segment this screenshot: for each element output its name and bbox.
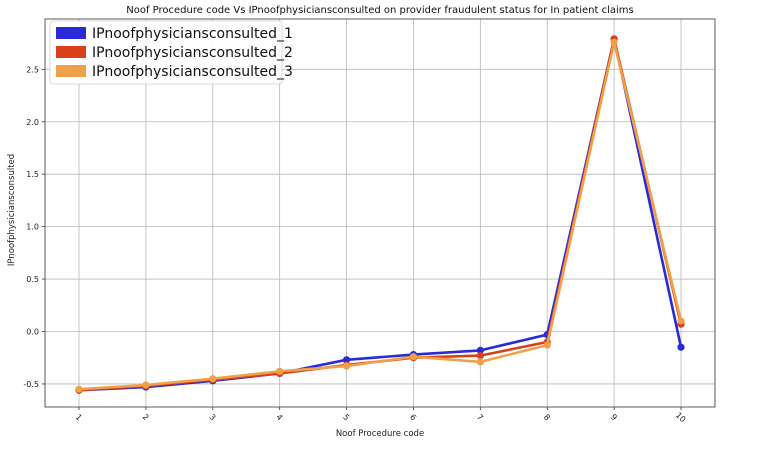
data-point <box>677 317 685 325</box>
legend-label: IPnoofphysiciansconsulted_3 <box>92 64 293 80</box>
legend-label: IPnoofphysiciansconsulted_1 <box>92 26 293 42</box>
y-tick-label: 2.0 <box>26 118 39 127</box>
series-line <box>78 40 683 391</box>
x-tick-labels: 1 2 3 4 5 6 7 8 9 10 <box>74 407 688 425</box>
y-tick-label: 1.5 <box>26 170 39 179</box>
chart-title: Noof Procedure code Vs IPnoofphysiciansc… <box>126 5 634 16</box>
x-tick-label: 10 <box>674 411 688 425</box>
y-axis-label: IPnoofphysiciansconsulted <box>7 154 17 266</box>
x-tick-label: 5 <box>341 412 351 422</box>
series-2 <box>75 35 685 394</box>
x-tick-label: 7 <box>475 412 485 422</box>
data-point <box>409 353 418 361</box>
series-line <box>78 37 683 392</box>
x-axis-label: Noof Procedure code <box>336 429 424 439</box>
data-point <box>476 358 484 366</box>
y-tick-labels: -0.5 0.0 0.5 1.0 1.5 2.0 2.5 <box>23 65 45 389</box>
data-point <box>610 38 618 46</box>
x-tick-label: 9 <box>609 412 619 422</box>
legend-label: IPnoofphysiciansconsulted_2 <box>92 45 293 61</box>
x-tick-label: 6 <box>408 412 418 422</box>
data-point <box>476 346 484 354</box>
plot-frame <box>44 18 716 408</box>
data-point <box>543 341 551 349</box>
legend: IPnoofphysiciansconsulted_1 IPnoofphysic… <box>49 20 293 85</box>
series-lines <box>75 35 685 394</box>
legend-swatch <box>56 27 86 39</box>
legend-swatch <box>56 46 86 58</box>
x-tick-label: 3 <box>207 412 217 422</box>
legend-swatch <box>56 65 86 77</box>
legend-box <box>49 20 283 85</box>
data-point <box>142 381 150 389</box>
data-point <box>276 367 284 375</box>
series-3 <box>75 38 685 393</box>
y-tick-label: -0.5 <box>23 380 39 389</box>
series-1 <box>75 35 685 394</box>
data-point <box>476 352 484 360</box>
y-tick-label: 0.0 <box>26 327 39 336</box>
legend-entry-3: IPnoofphysiciansconsulted_3 <box>56 64 293 80</box>
x-tick-label: 1 <box>74 412 84 422</box>
legend-entry-1: IPnoofphysiciansconsulted_1 <box>56 26 293 42</box>
legend-entry-2: IPnoofphysiciansconsulted_2 <box>56 45 293 61</box>
y-tick-label: 1.0 <box>26 223 39 232</box>
data-point <box>209 375 217 383</box>
data-point <box>342 356 351 364</box>
y-tick-label: 2.5 <box>26 65 39 74</box>
y-tick-label: 0.5 <box>26 275 39 284</box>
x-tick-label: 8 <box>542 412 552 422</box>
data-point <box>677 343 685 351</box>
x-tick-label: 4 <box>274 412 284 422</box>
x-tick-label: 2 <box>141 412 151 422</box>
data-point <box>75 385 83 393</box>
data-point <box>342 362 351 370</box>
series-line <box>78 37 683 392</box>
